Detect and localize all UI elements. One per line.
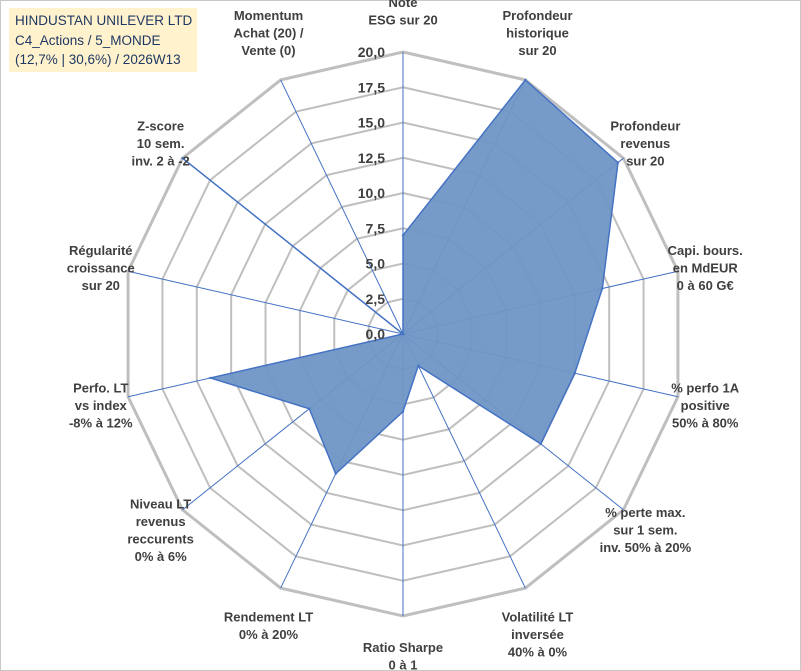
radial-tick-label: 15,0 <box>358 115 385 131</box>
axis-label: Profondeur historique sur 20 <box>502 8 572 58</box>
data-point <box>524 78 527 82</box>
radial-tick-label: 7,5 <box>366 220 386 236</box>
radial-tick-label: 5,0 <box>366 256 386 272</box>
data-point <box>308 407 311 410</box>
radial-tick-label: 2,5 <box>366 291 386 307</box>
axis-label: Profondeur revenus sur 20 <box>610 118 680 168</box>
data-point <box>401 410 405 413</box>
axis-label: Volatilité LT inversée 40% à 0% <box>502 609 574 659</box>
data-point <box>181 156 184 160</box>
data-series-area <box>182 78 619 476</box>
chart-title-box: HINDUSTAN UNILEVER LTD C4_Actions / 5_MO… <box>9 8 197 72</box>
radial-tick-label: 0,0 <box>366 326 386 342</box>
axis-label: Régularité croissance sur 20 <box>67 243 135 293</box>
axis-label: Momentum Achat (20) / Vente (0) <box>233 8 303 58</box>
radial-tick-label: 10,0 <box>358 185 385 201</box>
radial-tick-label: 17,5 <box>358 79 385 95</box>
axis-label: % perte max. sur 1 sem. inv. 50% à 20% <box>600 505 692 555</box>
axis-label: % perfo 1A positive 50% à 80% <box>671 381 740 431</box>
axis-label: Niveau LT revenus reccurents 0% à 6% <box>127 496 193 564</box>
chart-title-company: HINDUSTAN UNILEVER LTD <box>15 13 193 28</box>
chart-title-stats: (12,7% | 30,6%) / 2026W13 <box>15 52 181 67</box>
axis-spoke <box>402 333 526 589</box>
axis-label: Perfo. LT vs index -8% à 12% <box>69 381 133 431</box>
axis-label: Rendement LT 0% à 20% <box>224 609 313 642</box>
axis-label: Capi. bours. en MdEUR 0 à 60 G€ <box>668 243 743 293</box>
data-point <box>401 332 405 336</box>
axis-label: Note ESG sur 20 <box>368 0 437 28</box>
data-point <box>209 376 212 380</box>
axis-label: Ratio Sharpe 0 à 1 <box>363 640 443 671</box>
data-point <box>601 287 604 290</box>
axis-label: Z-score 10 sem. inv. 2 à -2 <box>131 118 189 168</box>
data-point <box>539 442 542 446</box>
data-point <box>417 364 420 367</box>
data-point <box>334 472 337 475</box>
data-point <box>616 161 620 164</box>
radial-tick-label: 12,5 <box>358 150 385 166</box>
radial-tick-label: 20,0 <box>358 44 385 60</box>
chart-title-category: C4_Actions / 5_MONDE <box>15 32 161 48</box>
axis-spoke <box>127 270 404 335</box>
data-point <box>573 372 577 375</box>
axis-spoke <box>280 79 404 335</box>
data-point <box>401 234 405 237</box>
